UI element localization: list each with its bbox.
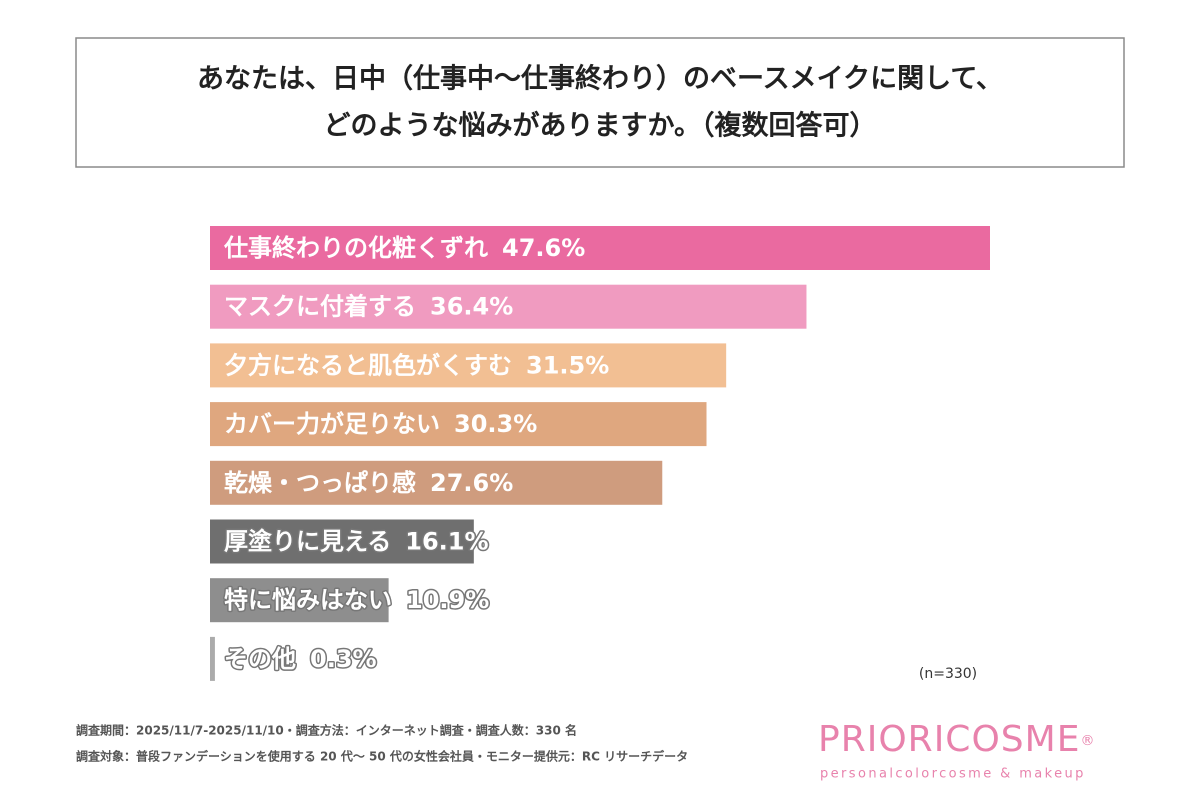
logo-name: PRIORICOSME <box>818 719 1080 760</box>
note: 調査期間：2025/11/7-2025/11/10・調査方法：インターネット調査… <box>76 723 577 738</box>
bar-label: マスクに付着する 36.4% <box>224 293 513 321</box>
value-label: 0.3% <box>310 645 377 673</box>
value-label: 16.1% <box>405 528 488 556</box>
logo: PRIORICOSME® <box>818 719 1095 760</box>
category-label: 厚塗りに見える <box>224 528 391 556</box>
value-label: 30.3% <box>454 410 537 438</box>
logo-mark: ® <box>1080 733 1095 749</box>
bar <box>210 343 727 388</box>
value-label: 31.5% <box>526 351 609 379</box>
category-label: 乾燥・つっぱり感 <box>224 469 416 497</box>
bar-label: 夕方になると肌色がくすむ 31.5% <box>224 351 609 379</box>
value-label: 10.9% <box>406 586 489 614</box>
category-label: マスクに付着する <box>224 293 416 321</box>
bar <box>210 460 663 505</box>
bar <box>210 519 474 564</box>
value-label: 47.6% <box>502 234 585 262</box>
bar <box>210 402 707 447</box>
bar <box>210 636 215 681</box>
chart-title: あなたは、日中（仕事中〜仕事終わり）のベースメイクに関して、 <box>197 63 1003 95</box>
bar-label: 乾燥・つっぱり感 27.6% <box>224 469 513 497</box>
category-label: 夕方になると肌色がくすむ <box>224 351 512 379</box>
category-label: 仕事終わりの化粧くずれ <box>223 234 488 262</box>
chart-title: どのような悩みがありますか。（複数回答可） <box>324 110 877 142</box>
bar-label: 仕事終わりの化粧くずれ 47.6% <box>223 234 585 262</box>
bar-label: その他 0.3% <box>224 645 377 673</box>
logo-tagline: personalcolorcosme & makeup <box>820 767 1086 782</box>
bar <box>210 284 807 329</box>
bar <box>210 578 389 623</box>
bar-label: 特に悩みはない 10.9% <box>224 586 489 614</box>
bar-label: カバー力が足りない 30.3% <box>224 410 537 438</box>
annotation: (n=330) <box>919 666 977 682</box>
bar-label: 厚塗りに見える 16.1% <box>224 528 489 556</box>
value-label: 27.6% <box>430 469 513 497</box>
note: 調査対象：普段ファンデーションを使用する 20 代〜 50 代の女性会社員・モニ… <box>76 749 688 764</box>
category-label: カバー力が足りない <box>224 410 440 438</box>
category-label: 特に悩みはない <box>224 586 392 614</box>
category-label: その他 <box>224 645 296 673</box>
value-label: 36.4% <box>430 293 513 321</box>
bar <box>210 226 990 270</box>
title-box <box>75 37 1125 168</box>
